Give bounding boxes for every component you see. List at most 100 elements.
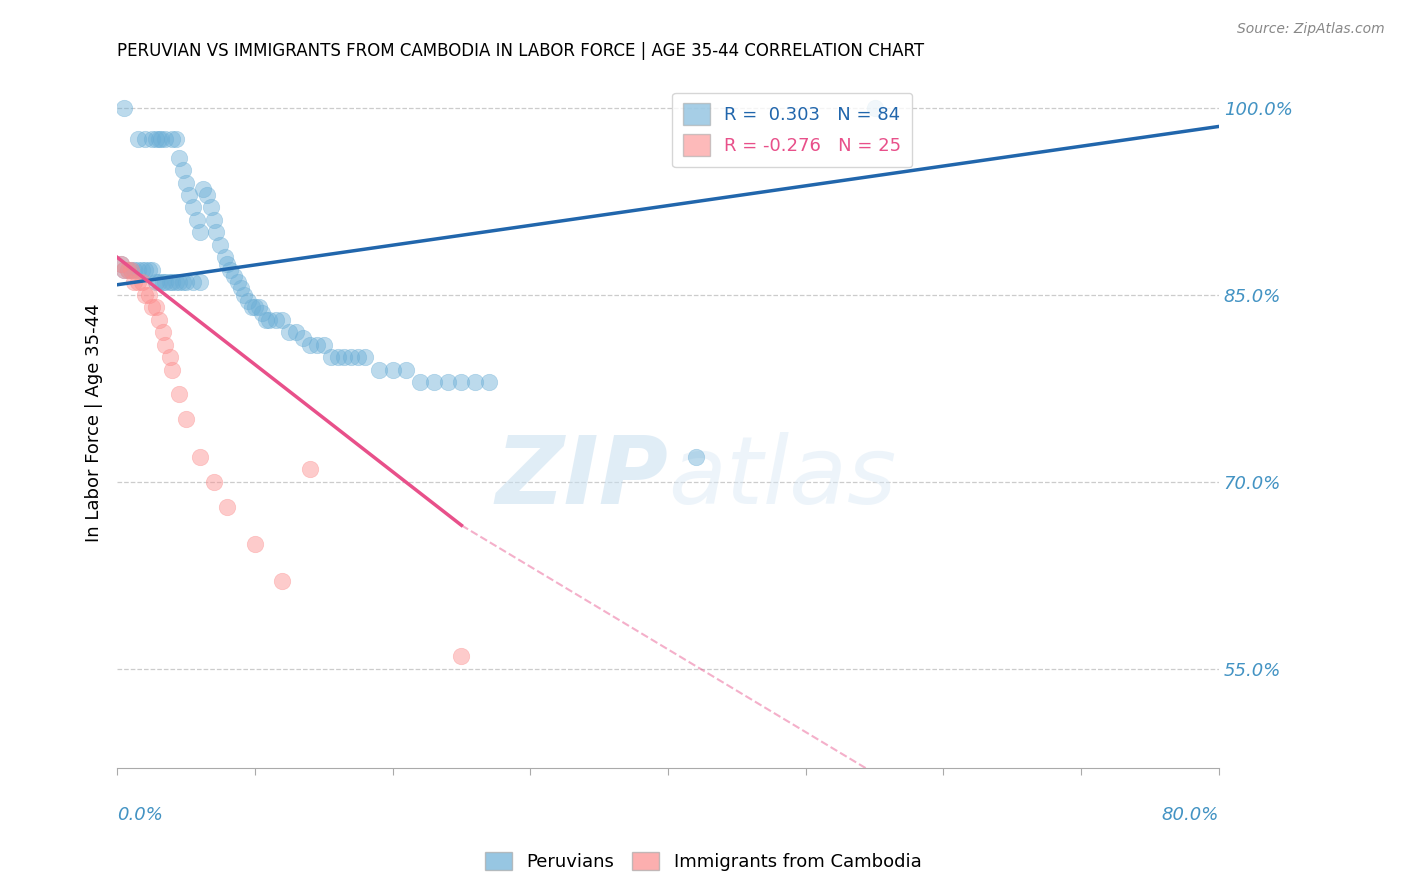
Point (271, 312, 294, 326)
Point (217, 500, 239, 514)
Point (254, 312, 277, 326)
Point (145, 300, 167, 314)
Point (141, 132, 163, 146)
Point (326, 350, 349, 364)
Point (450, 649, 472, 664)
Point (214, 250, 236, 264)
Point (188, 450, 211, 464)
Point (141, 300, 163, 314)
Point (122, 275, 145, 289)
Point (167, 275, 190, 289)
Point (436, 375, 458, 389)
Point (112, 101, 135, 115)
Point (319, 350, 342, 364)
Point (155, 337, 177, 351)
Point (141, 262, 163, 277)
Point (181, 275, 204, 289)
Y-axis label: In Labor Force | Age 35-44: In Labor Force | Age 35-44 (86, 303, 103, 541)
Point (202, 213, 225, 227)
Point (131, 275, 153, 289)
Text: PERUVIAN VS IMMIGRANTS FROM CAMBODIA IN LABOR FORCE | AGE 35-44 CORRELATION CHAR: PERUVIAN VS IMMIGRANTS FROM CAMBODIA IN … (117, 42, 924, 60)
Point (381, 362, 404, 376)
Point (202, 475, 225, 489)
Point (127, 132, 149, 146)
Point (367, 362, 389, 376)
Text: Source: ZipAtlas.com: Source: ZipAtlas.com (1237, 22, 1385, 37)
Point (278, 325, 301, 339)
Point (148, 132, 170, 146)
Legend: R =  0.303   N = 84, R = -0.276   N = 25: R = 0.303 N = 84, R = -0.276 N = 25 (672, 93, 912, 168)
Point (250, 306, 273, 320)
Point (174, 412, 197, 426)
Point (186, 213, 208, 227)
Point (464, 375, 486, 389)
Point (134, 132, 156, 146)
Point (177, 188, 200, 202)
Legend: Peruvians, Immigrants from Cambodia: Peruvians, Immigrants from Cambodia (478, 845, 928, 879)
Point (257, 312, 280, 326)
Text: 80.0%: 80.0% (1161, 805, 1219, 823)
Point (174, 275, 197, 289)
Point (117, 262, 139, 277)
Point (863, 101, 886, 115)
Point (224, 268, 246, 283)
Point (131, 262, 153, 277)
Point (181, 201, 204, 215)
Point (340, 350, 363, 364)
Point (305, 337, 328, 351)
Point (191, 182, 214, 196)
Point (174, 176, 197, 190)
Point (395, 362, 418, 376)
Point (167, 151, 190, 165)
Point (110, 256, 132, 270)
Point (243, 300, 266, 314)
Point (243, 537, 266, 551)
Text: ZIP: ZIP (495, 432, 668, 524)
Point (162, 132, 184, 146)
Point (354, 350, 377, 364)
Point (134, 287, 156, 301)
Point (217, 256, 239, 270)
Point (167, 387, 190, 401)
Point (152, 325, 174, 339)
Point (127, 262, 149, 277)
Point (120, 262, 142, 277)
Point (172, 163, 194, 178)
Point (112, 262, 135, 277)
Point (188, 226, 211, 240)
Point (409, 375, 432, 389)
Point (188, 275, 211, 289)
Point (145, 132, 167, 146)
Point (478, 375, 501, 389)
Text: atlas: atlas (668, 433, 896, 524)
Point (264, 312, 287, 326)
Point (219, 262, 242, 277)
Point (298, 337, 321, 351)
Point (127, 275, 149, 289)
Point (292, 331, 315, 345)
Point (236, 293, 259, 308)
Point (145, 275, 167, 289)
Point (347, 350, 370, 364)
Point (285, 325, 308, 339)
Point (165, 132, 187, 146)
Point (172, 275, 194, 289)
Point (209, 238, 232, 252)
Point (148, 312, 170, 326)
Point (423, 375, 446, 389)
Point (229, 281, 252, 295)
Point (112, 262, 135, 277)
Point (240, 300, 263, 314)
Point (685, 450, 707, 464)
Point (152, 275, 174, 289)
Point (162, 275, 184, 289)
Point (312, 337, 335, 351)
Point (138, 287, 160, 301)
Point (159, 275, 181, 289)
Point (120, 262, 142, 277)
Point (155, 132, 177, 146)
Text: 0.0%: 0.0% (117, 805, 163, 823)
Point (228, 275, 250, 289)
Point (117, 262, 139, 277)
Point (165, 275, 187, 289)
